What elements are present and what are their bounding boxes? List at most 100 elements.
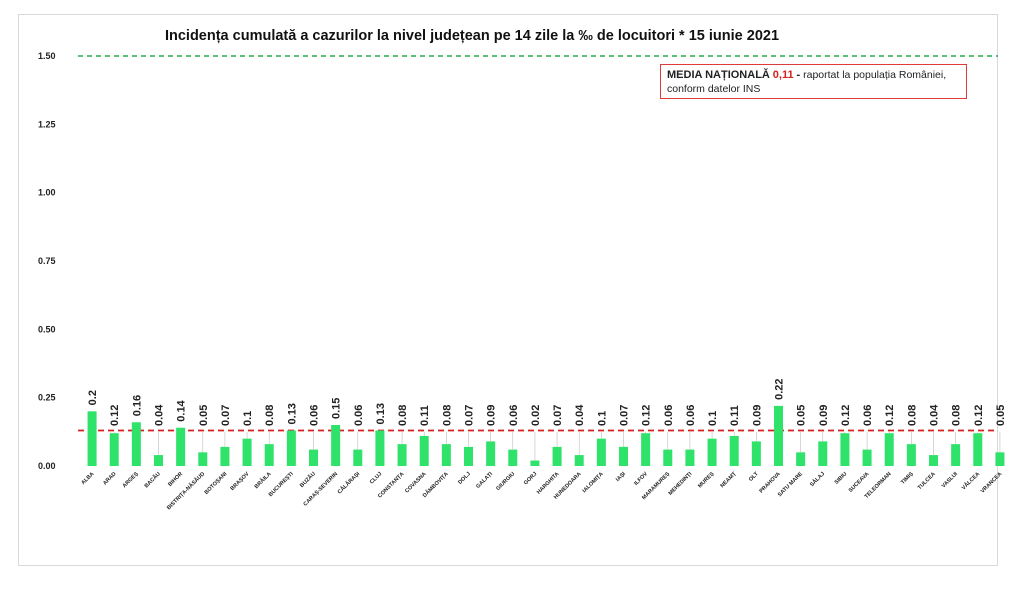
data-label: 0.07 (220, 405, 232, 426)
bar (353, 449, 363, 466)
y-tick-label: 0.50 (38, 324, 56, 334)
data-label: 0.09 (486, 405, 498, 426)
category-label: GORJ (523, 471, 538, 486)
bar (641, 433, 651, 466)
data-label: 0.06 (663, 405, 675, 426)
y-tick-label: 0.75 (38, 256, 56, 266)
data-label: 0.09 (818, 405, 830, 426)
bars (87, 405, 1005, 466)
bar (220, 446, 230, 466)
bar (751, 441, 761, 466)
data-label: 0.22 (774, 378, 786, 399)
data-label: 0.06 (508, 405, 520, 426)
bar (796, 452, 806, 466)
bar (198, 452, 208, 466)
bar (818, 441, 828, 466)
chart-title: Incidența cumulată a cazurilor la nivel … (164, 28, 780, 44)
y-tick-label: 1.25 (38, 119, 56, 129)
bar (862, 449, 872, 466)
category-label: PRAHOVA (759, 471, 782, 494)
data-labels: 0.2 0.12 0.16 0.04 0.14 0.05 0.07 0.1 0.08 0.13 0.… (87, 378, 1007, 461)
data-label: 0.04 (929, 404, 941, 426)
category-label: IAȘI (615, 471, 627, 483)
data-label: 0.02 (530, 405, 542, 426)
legend-value: 0,11 (772, 69, 794, 81)
data-label: 0.06 (862, 405, 874, 426)
legend-title: MEDIA NAȚIONALĂ (667, 69, 770, 81)
bar (486, 441, 496, 466)
legend-text-2: conform datelor INS (667, 83, 761, 95)
category-label: ARGEȘ (122, 471, 140, 489)
category-label: MEHEDINȚI (668, 471, 694, 497)
category-label: ALBA (80, 471, 95, 486)
data-label: 0.15 (331, 398, 343, 419)
bar (242, 438, 252, 466)
data-label: 0.12 (109, 405, 121, 426)
data-label: 0.09 (751, 405, 763, 426)
bar (375, 430, 385, 466)
data-label: 0.08 (264, 405, 276, 426)
legend-text-1: raportat la populația României, (803, 69, 947, 81)
category-label: ILFOV (633, 471, 649, 487)
data-label: 0.07 (619, 405, 631, 426)
bar (951, 444, 961, 466)
bar (176, 427, 186, 466)
bar (286, 430, 296, 466)
data-label: 0.06 (685, 405, 697, 426)
bar (87, 411, 97, 466)
data-label: 0.07 (464, 405, 476, 426)
data-label: 0.06 (353, 405, 365, 426)
data-label: 0.1 (242, 411, 254, 426)
bar (264, 444, 274, 466)
category-label: COVASNA (404, 471, 427, 494)
data-label: 0.1 (707, 411, 719, 426)
data-label: 0.2 (87, 390, 99, 405)
category-label: NEAMȚ (720, 471, 739, 490)
category-label: BACĂU (143, 470, 162, 489)
data-label: 0.05 (995, 405, 1007, 426)
data-label: 0.12 (973, 405, 985, 426)
bar (397, 444, 407, 466)
data-label: 0.11 (419, 405, 431, 426)
bar (131, 422, 141, 466)
category-label: BUZĂU (298, 470, 317, 489)
data-label: 0.13 (286, 403, 298, 424)
bar (973, 433, 983, 466)
bar (596, 438, 606, 466)
category-label: MUREȘ (697, 471, 716, 490)
reference-lines (78, 55, 998, 432)
data-label: 0.13 (375, 403, 387, 424)
category-label: CĂLĂRAȘI (336, 470, 361, 495)
bar (309, 449, 318, 466)
bar (929, 455, 938, 466)
bar (552, 446, 562, 466)
category-label: CLUJ (369, 471, 383, 485)
data-label: 0.08 (397, 405, 409, 426)
national-average-box: MEDIA NAȚIONALĂ 0,11 - raportat la popul… (660, 64, 967, 99)
bar (331, 425, 341, 466)
bar (774, 405, 783, 466)
bar (707, 438, 717, 466)
y-tick-label: 1.50 (38, 51, 56, 61)
bar (109, 433, 119, 466)
data-label: 0.05 (198, 405, 210, 426)
y-tick-label: 0.00 (38, 461, 56, 471)
category-label: VASLUI (941, 471, 960, 490)
data-label: 0.08 (441, 405, 453, 426)
data-label: 0.12 (840, 405, 852, 426)
category-label: BISTRIȚA-NĂSĂUD (165, 470, 206, 511)
bar (530, 460, 540, 466)
data-label: 0.08 (906, 405, 918, 426)
category-label: SĂLAJ (809, 470, 827, 488)
category-label: IALOMIȚA (582, 471, 605, 494)
category-label: VÂLCEA (960, 470, 981, 491)
category-label: BOTOȘANI (204, 471, 229, 496)
bar (508, 449, 518, 466)
category-label: BRAȘOV (230, 471, 251, 492)
bar (464, 446, 473, 466)
data-label: 0.06 (309, 405, 321, 426)
data-label: 0.12 (884, 405, 896, 426)
category-label: VRANCEA (980, 471, 1003, 494)
data-label: 0.04 (154, 404, 166, 426)
